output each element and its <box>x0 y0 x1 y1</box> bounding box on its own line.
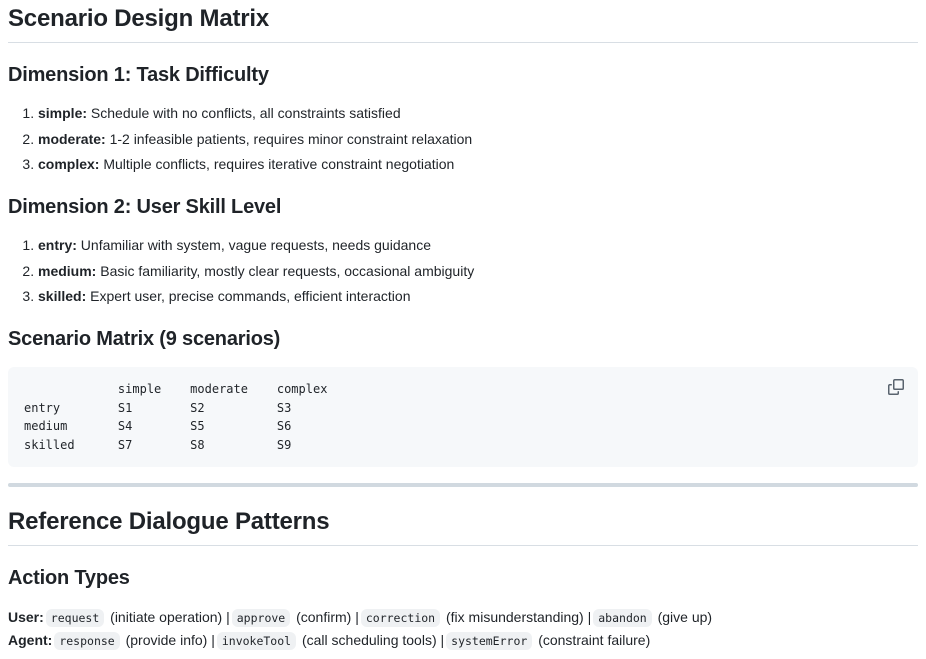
heading-reference-dialogue-patterns: Reference Dialogue Patterns <box>8 507 918 546</box>
code-line: skilled S7 S8 S9 <box>24 437 292 452</box>
code-line: medium S4 S5 S6 <box>24 419 292 433</box>
task-difficulty-list: simple: Schedule with no conflicts, all … <box>8 103 918 175</box>
list-item-text: Unfamiliar with system, vague requests, … <box>76 237 431 253</box>
inline-code-approve: approve <box>231 609 291 627</box>
list-item-text: Multiple conflicts, requires iterative c… <box>99 156 455 172</box>
user-label: User: <box>8 609 44 625</box>
inline-code-response: response <box>54 632 120 650</box>
pattern-text: (give up) <box>653 609 713 625</box>
inline-code-request: request <box>45 609 105 627</box>
list-item-text: Basic familiarity, mostly clear requests… <box>96 262 475 279</box>
list-item-label: medium: <box>38 262 97 279</box>
list-item: complex: Multiple conflicts, requires it… <box>38 154 918 175</box>
heading-dimension-1: Dimension 1: Task Difficulty <box>8 64 269 86</box>
heading-action-types: Action Types <box>8 567 130 589</box>
list-item-label: moderate: <box>38 130 106 147</box>
heading-scenario-matrix: Scenario Matrix (9 scenarios) <box>8 328 281 350</box>
pattern-text: (initiate operation) | <box>106 609 230 625</box>
list-item: moderate: 1-2 infeasible patients, requi… <box>38 129 918 150</box>
agent-label: Agent: <box>8 632 53 648</box>
scenario-matrix-code-block: simple moderate complex entry S1 S2 S3 m… <box>8 367 918 467</box>
copy-button[interactable] <box>884 375 908 399</box>
heading-dimension-2: Dimension 2: User Skill Level <box>8 196 282 218</box>
list-item: entry: Unfamiliar with system, vague req… <box>38 235 918 256</box>
list-item: simple: Schedule with no conflicts, all … <box>38 103 918 124</box>
list-item-text: Schedule with no conflicts, all constrai… <box>87 105 401 121</box>
list-item-text: 1-2 infeasible patients, requires minor … <box>105 130 473 147</box>
code-line: entry S1 S2 S3 <box>24 400 292 415</box>
inline-code-systemerror: systemError <box>446 632 533 650</box>
user-skill-list: entry: Unfamiliar with system, vague req… <box>8 235 918 307</box>
list-item-label: skilled: <box>38 288 87 304</box>
pattern-text: (provide info) | <box>121 632 215 648</box>
page-title: Scenario Design Matrix <box>8 4 918 43</box>
copy-icon <box>888 379 904 395</box>
list-item-text: Expert user, precise commands, efficient… <box>86 288 411 304</box>
inline-code-correction: correction <box>360 609 441 627</box>
inline-code-invoketool: invokeTool <box>216 632 297 650</box>
list-item-label: simple: <box>38 105 88 121</box>
list-item: skilled: Expert user, precise commands, … <box>38 286 918 307</box>
markdown-document: Scenario Design Matrix Dimension 1: Task… <box>8 4 918 652</box>
pattern-text: (call scheduling tools) | <box>298 632 445 648</box>
inline-code-abandon: abandon <box>593 609 652 627</box>
user-action-line: User: request (initiate operation) | appro… <box>8 606 918 629</box>
list-item-label: complex: <box>38 156 100 172</box>
code-line: simple moderate complex <box>24 382 328 396</box>
pattern-text: (confirm) | <box>292 609 359 625</box>
agent-action-line: Agent: response (provide info) | invokeToo… <box>8 629 918 652</box>
section-divider <box>8 483 918 487</box>
list-item-label: entry: <box>38 237 77 253</box>
pattern-text: (fix misunderstanding) | <box>442 609 592 625</box>
list-item: medium: Basic familiarity, mostly clear … <box>38 261 918 282</box>
pattern-text: (constraint failure) <box>534 632 651 648</box>
